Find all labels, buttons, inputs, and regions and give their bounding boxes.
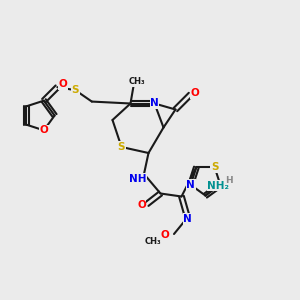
Text: O: O — [58, 79, 67, 89]
Text: CH₃: CH₃ — [128, 77, 145, 86]
Text: O: O — [190, 88, 200, 98]
Text: N: N — [150, 98, 159, 109]
Text: O: O — [137, 200, 146, 211]
Text: N: N — [183, 214, 192, 224]
Text: CH₃: CH₃ — [145, 237, 161, 246]
Text: S: S — [72, 85, 79, 95]
Text: S: S — [118, 142, 125, 152]
Text: O: O — [160, 230, 169, 241]
Text: H: H — [225, 176, 232, 185]
Text: O: O — [39, 125, 48, 135]
Text: NH: NH — [129, 173, 147, 184]
Text: S: S — [211, 162, 218, 172]
Text: N: N — [186, 180, 195, 190]
Text: NH₂: NH₂ — [207, 181, 230, 191]
